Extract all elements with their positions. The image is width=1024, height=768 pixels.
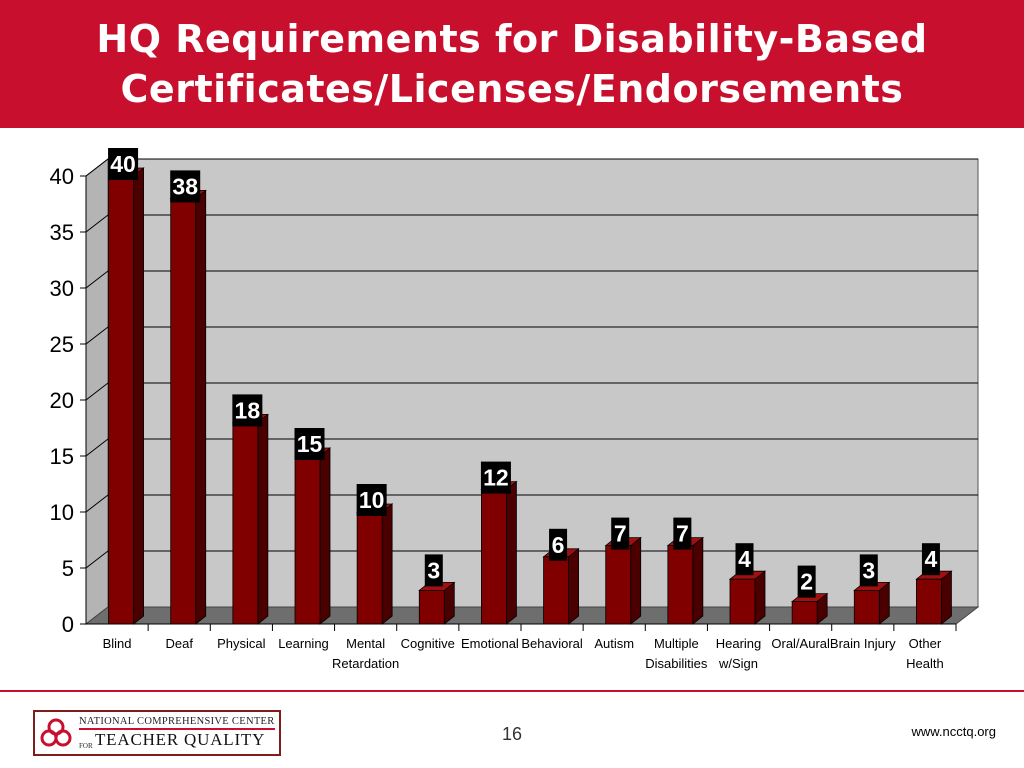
y-tick-label: 30: [50, 276, 74, 301]
logo-for: FOR: [79, 742, 93, 750]
x-tick-label: Mental Retardation: [332, 636, 399, 671]
bar: [791, 601, 818, 625]
footer-divider: [0, 690, 1024, 692]
title-divider: [0, 128, 1024, 131]
data-label-bg: [797, 565, 816, 598]
knot-logo-icon: [35, 712, 77, 754]
x-tick-label: Autism: [594, 636, 634, 651]
x-tick-label: Learning: [278, 636, 329, 651]
y-tick-label: 0: [62, 612, 74, 637]
gridline-side: [85, 270, 109, 289]
gridline-side: [85, 438, 109, 457]
bar-side: [568, 547, 579, 625]
x-tick-label: Multiple Disabilities: [645, 636, 708, 671]
x-tick-label: Hearing w/Sign: [716, 636, 762, 671]
data-label: 40: [110, 151, 136, 177]
gridline-side: [85, 382, 109, 401]
y-tick-label: 15: [50, 444, 74, 469]
data-label: 10: [359, 487, 385, 513]
ncctq-logo: NATIONAL COMPREHENSIVE CENTER FOR TEACHE…: [33, 710, 281, 756]
gridline-side: [85, 214, 109, 233]
data-label: 4: [925, 546, 938, 572]
data-label-bg: [859, 554, 878, 587]
bar-chart: 0 5 10 15 20 25 30 35 40 40 Blind 38 Deaf 18 Physical 1…: [50, 148, 980, 671]
y-tick-label: 10: [50, 500, 74, 525]
bar-side: [941, 570, 952, 625]
data-label-bg: [480, 461, 511, 494]
data-label-bg: [108, 148, 139, 180]
data-label-bg: [611, 517, 630, 550]
data-label: 7: [676, 521, 689, 547]
website-url: www.ncctq.org: [911, 724, 996, 739]
x-tick-label: Brain Injury: [830, 636, 896, 651]
data-label-bg: [424, 554, 443, 587]
bar: [916, 578, 942, 625]
x-tick-label: Emotional: [461, 636, 519, 651]
x-tick-label: Physical: [217, 636, 266, 651]
x-tick-label: Deaf: [165, 636, 193, 651]
data-label: 2: [800, 569, 813, 595]
bar: [418, 589, 445, 625]
y-tick-label: 20: [50, 388, 74, 413]
slide-title-line-1: HQ Requirements for Disability-Based: [96, 17, 928, 61]
bar: [667, 545, 694, 625]
gridline-side: [85, 550, 109, 569]
data-label: 3: [427, 557, 440, 583]
data-label: 12: [483, 465, 509, 491]
x-tick-label: Cognitive: [401, 636, 455, 651]
x-tick-label: Other Health: [906, 636, 944, 671]
bar: [232, 421, 259, 625]
bar: [481, 489, 507, 625]
title-bar: HQ Requirements for Disability-Based Cer…: [0, 0, 1024, 128]
data-label: 38: [172, 173, 198, 199]
logo-line-2: TEACHER QUALITY: [95, 730, 266, 749]
page-number: 16: [501, 724, 523, 744]
data-label-bg: [356, 484, 387, 516]
bar: [170, 198, 197, 625]
gridline-side: [85, 494, 109, 513]
data-label-bg: [549, 528, 568, 561]
bar: [729, 578, 756, 625]
bar: [605, 545, 632, 625]
data-label-bg: [232, 394, 263, 427]
bar-side: [630, 536, 642, 625]
data-label: 4: [738, 546, 751, 572]
bar: [108, 175, 134, 625]
data-label-bg: [735, 543, 754, 576]
data-label: 18: [235, 397, 261, 423]
plot-floor: [84, 606, 980, 625]
data-label: 6: [552, 532, 565, 558]
bar-side: [257, 413, 269, 625]
data-label-bg: [921, 543, 940, 576]
bar-side: [381, 503, 393, 625]
x-tick-label: Oral/Aural: [771, 636, 830, 651]
y-tick-label: 35: [50, 220, 74, 245]
gridline-side: [85, 158, 109, 177]
logo-line-1: NATIONAL COMPREHENSIVE CENTER: [79, 716, 275, 730]
bar: [543, 556, 569, 625]
slide-title-line-2: Certificates/Licenses/Endorsements: [120, 67, 904, 111]
data-label-bg: [170, 170, 201, 203]
bar: [853, 589, 880, 625]
y-tick-label: 40: [50, 164, 74, 189]
bar-side: [506, 480, 517, 625]
data-label-bg: [673, 517, 692, 550]
y-tick-label: 5: [62, 556, 74, 581]
bar: [294, 455, 321, 625]
bar-side: [195, 189, 207, 625]
bar-side: [319, 447, 331, 625]
x-tick-label: Behavioral: [521, 636, 583, 651]
x-tick-label: Blind: [103, 636, 132, 651]
data-label: 3: [862, 557, 875, 583]
data-label: 15: [297, 431, 323, 457]
bar-side: [133, 167, 144, 625]
gridline-side: [85, 326, 109, 345]
data-label: 7: [614, 521, 627, 547]
data-label-bg: [294, 428, 325, 460]
y-tick-label: 25: [50, 332, 74, 357]
bar: [356, 511, 383, 625]
bar-side: [692, 536, 704, 625]
bar-side: [754, 570, 766, 625]
